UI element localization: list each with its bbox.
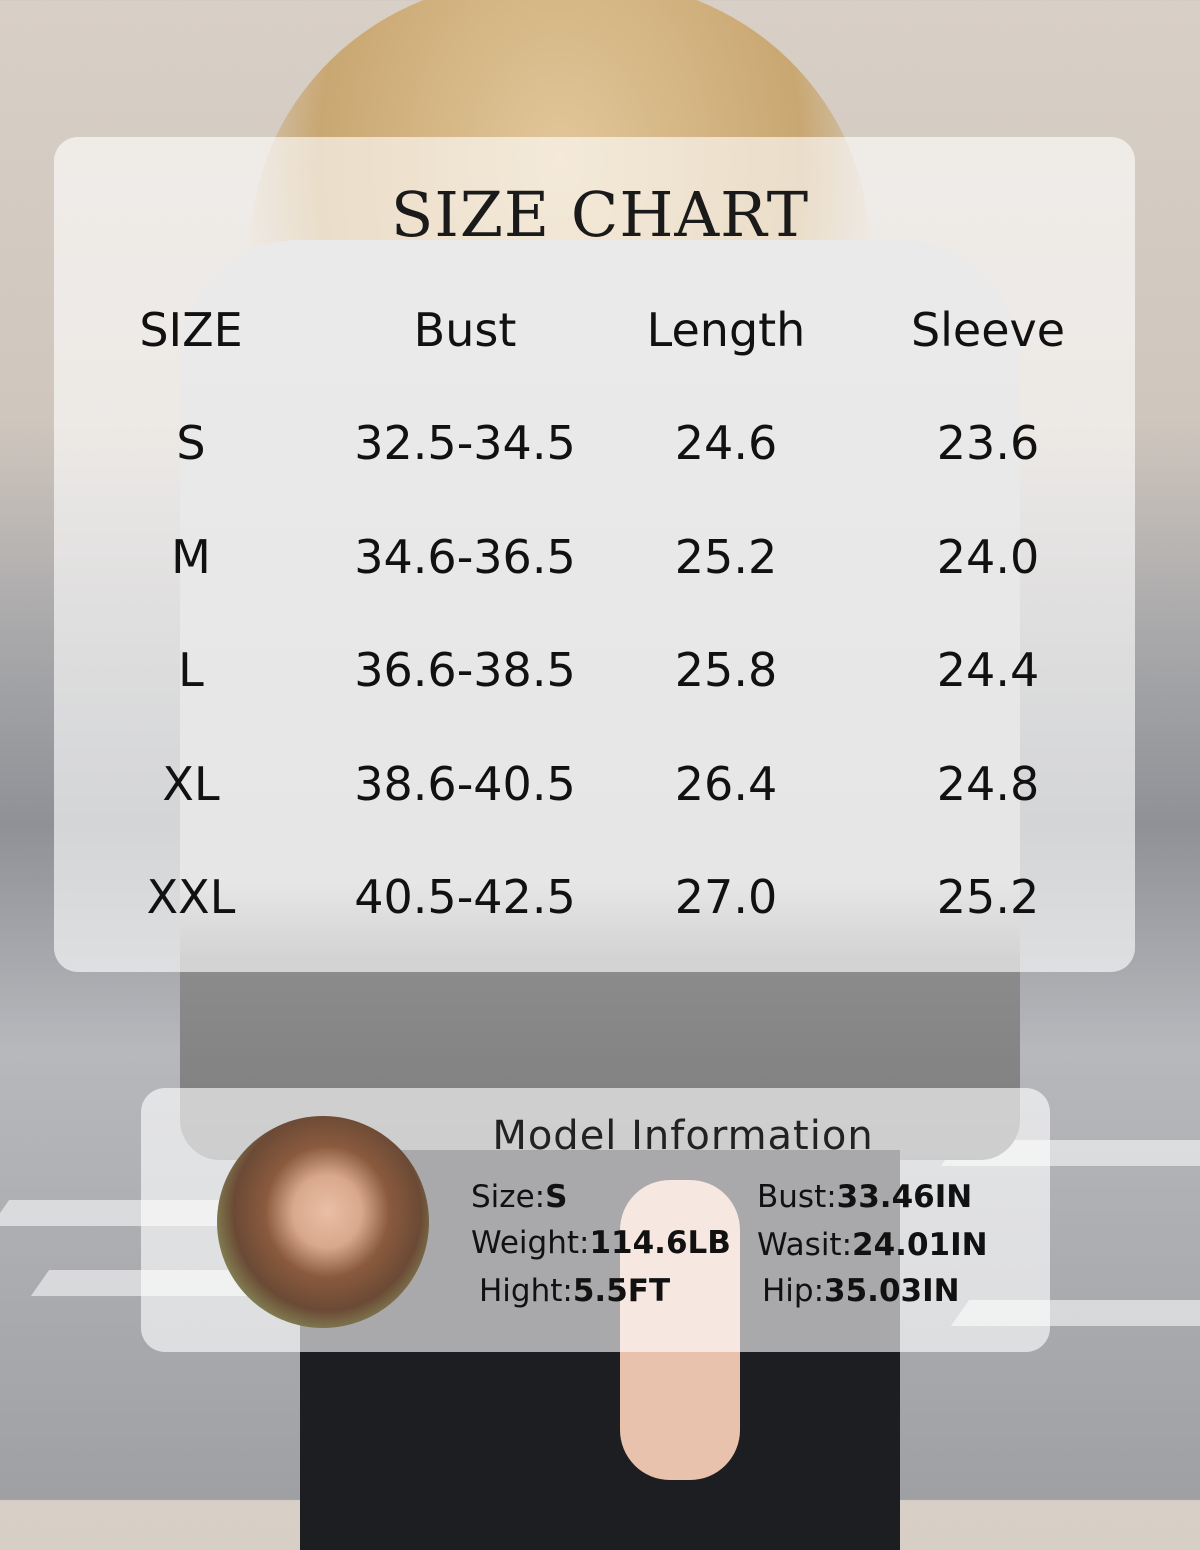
model-info-item: Size:S: [471, 1179, 567, 1215]
info-label: Weight:: [471, 1225, 590, 1261]
info-value: 33.46IN: [836, 1179, 973, 1215]
size-chart-title: SIZE CHART: [390, 178, 810, 251]
table-cell: L: [178, 643, 204, 697]
table-cell: 32.5-34.5: [354, 416, 576, 470]
table-cell: M: [171, 530, 211, 584]
model-info-item: Bust:33.46IN: [757, 1179, 972, 1215]
info-label: Hight:: [479, 1273, 573, 1309]
table-header: Bust: [413, 303, 517, 357]
table-header: SIZE: [139, 303, 243, 357]
table-header: Length: [646, 303, 806, 357]
table-cell: 25.2: [936, 870, 1040, 924]
info-value: 35.03IN: [824, 1273, 960, 1309]
model-info-item: Hip:35.03IN: [762, 1273, 960, 1309]
info-label: Hip:: [762, 1273, 825, 1309]
table-cell: 40.5-42.5: [354, 870, 576, 924]
model-info-item: Wasit:24.01IN: [757, 1227, 988, 1263]
info-value: S: [545, 1179, 568, 1215]
table-cell: XXL: [146, 870, 236, 924]
model-info-item: Hight:5.5FT: [479, 1273, 670, 1309]
table-cell: 36.6-38.5: [354, 643, 576, 697]
table-cell: 38.6-40.5: [354, 757, 576, 811]
table-cell: 24.4: [936, 643, 1040, 697]
info-label: Size:: [471, 1179, 546, 1215]
table-cell: 34.6-36.5: [354, 530, 576, 584]
table-cell: 27.0: [674, 870, 778, 924]
info-value: 24.01IN: [852, 1227, 988, 1263]
table-cell: 26.4: [674, 757, 778, 811]
info-label: Wasit:: [757, 1227, 853, 1263]
info-value: 5.5FT: [572, 1273, 671, 1309]
table-cell: 25.2: [674, 530, 778, 584]
info-value: 114.6LB: [589, 1225, 731, 1261]
model-info-item: Weight:114.6LB: [471, 1225, 731, 1261]
model-avatar: [217, 1116, 429, 1328]
model-info-title: Model Information: [492, 1113, 874, 1159]
table-cell: 25.8: [674, 643, 778, 697]
table-cell: 23.6: [936, 416, 1040, 470]
table-cell: 24.6: [674, 416, 778, 470]
table-cell: 24.8: [936, 757, 1040, 811]
table-header: Sleeve: [910, 303, 1066, 357]
size-chart-panel: [54, 137, 1135, 972]
table-cell: S: [176, 416, 206, 470]
info-label: Bust:: [757, 1179, 837, 1215]
table-cell: XL: [162, 757, 220, 811]
table-cell: 24.0: [936, 530, 1040, 584]
